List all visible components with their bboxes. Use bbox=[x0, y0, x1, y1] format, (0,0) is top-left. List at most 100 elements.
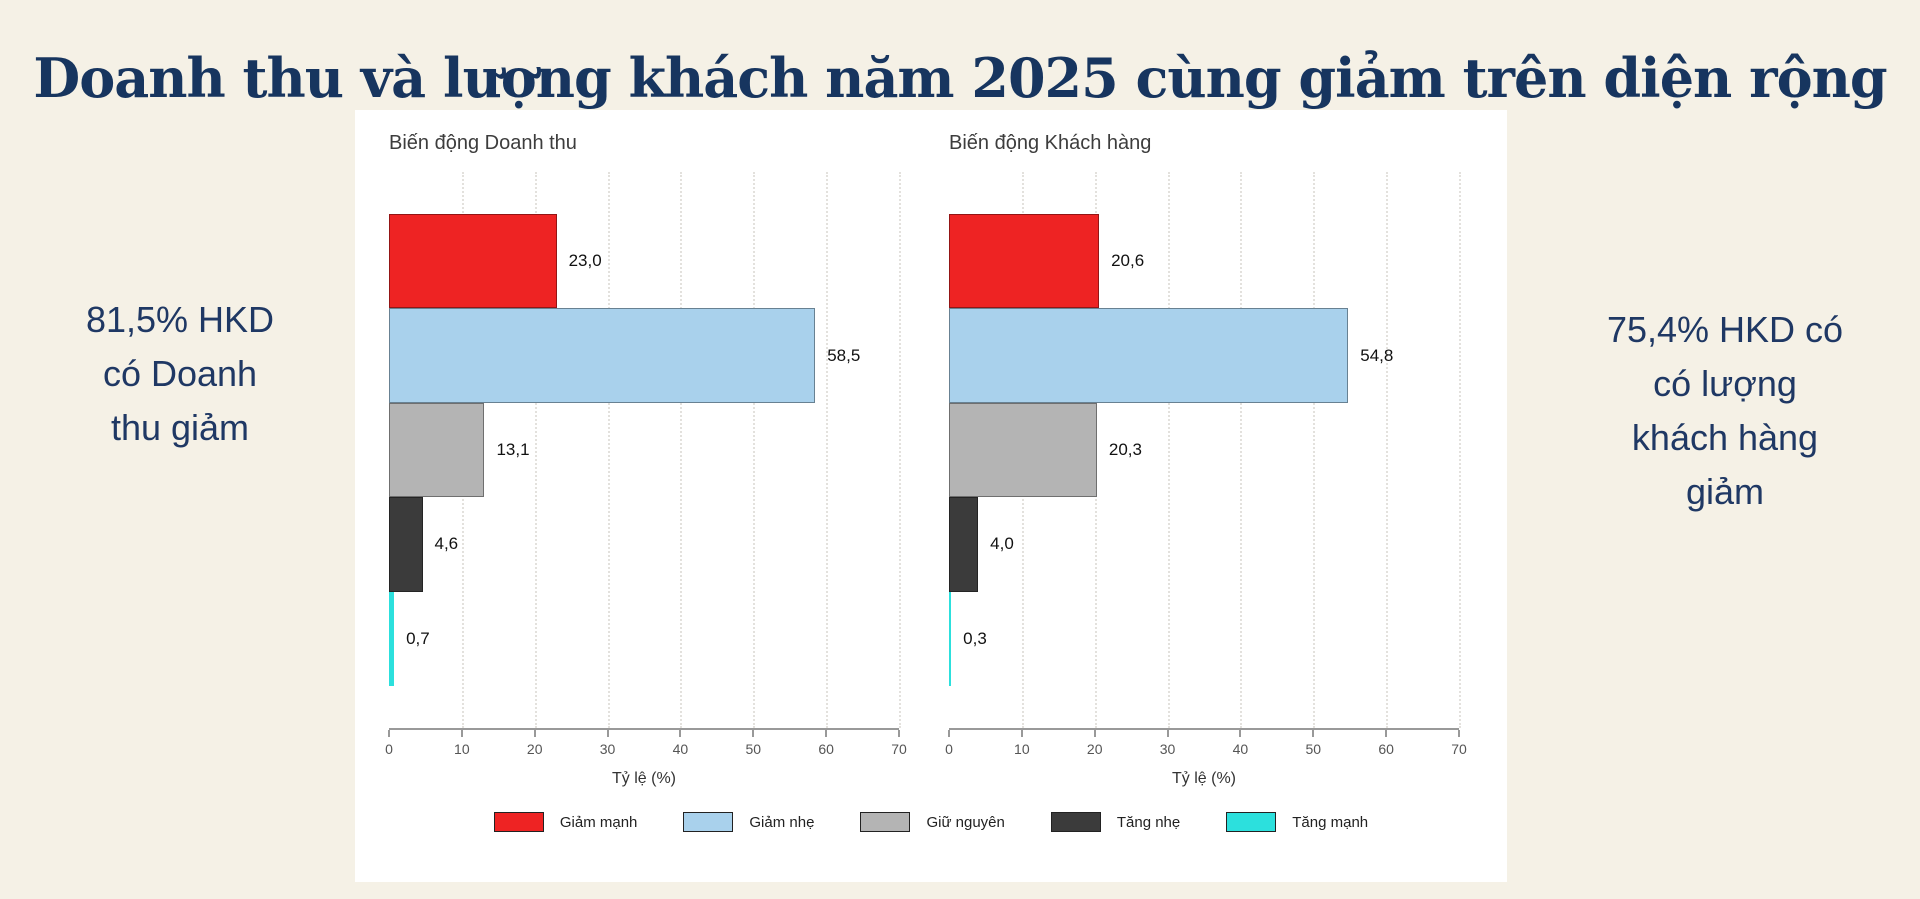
legend-swatch bbox=[860, 812, 911, 832]
bar-row-Tăng nhẹ: 4,6 bbox=[389, 497, 899, 592]
axis-tick bbox=[679, 730, 682, 737]
chart-revenue: Biến động Doanh thu 23,0 58,5 13,1 4,6 0,7 0… bbox=[385, 132, 907, 788]
legend-label: Tăng nhẹ bbox=[1116, 813, 1181, 831]
axis-tick bbox=[948, 730, 950, 737]
axis-tick bbox=[1020, 730, 1023, 737]
gridline bbox=[826, 172, 829, 728]
axis-tick bbox=[825, 730, 828, 737]
legend-label: Giảm nhẹ bbox=[749, 813, 815, 831]
bar-row-Giảm nhẹ: 54,8 bbox=[949, 308, 1459, 403]
axis-tick-label: 0 bbox=[945, 741, 953, 757]
bar-value-label: 23,0 bbox=[568, 251, 602, 271]
axis-tick-label: 60 bbox=[818, 741, 834, 757]
bar-row-Giảm mạnh: 23,0 bbox=[389, 214, 899, 309]
bar-Giảm mạnh bbox=[389, 214, 557, 309]
bar-value-label: 20,3 bbox=[1108, 440, 1142, 460]
axis-tick-label: 60 bbox=[1378, 741, 1394, 757]
x-axis-label-revenue: Tỷ lệ (%) bbox=[612, 770, 676, 787]
bar-value-label: 4,0 bbox=[990, 534, 1014, 554]
axis-tick-label: 70 bbox=[1451, 741, 1467, 757]
axis-tick-label: 30 bbox=[599, 741, 616, 757]
axis-tick bbox=[1312, 730, 1315, 737]
legend: Giảm mạnh Giảm nhẹ Giữ nguyên Tăng nhẹ Tăng … bbox=[355, 812, 1507, 832]
bar-Tăng nhẹ bbox=[949, 497, 979, 592]
gridline bbox=[1240, 172, 1243, 728]
axis-tick bbox=[533, 730, 536, 737]
axis-tick-label: 30 bbox=[1159, 741, 1176, 757]
chart-panel: Biến động Doanh thu 23,0 58,5 13,1 4,6 0,7 0… bbox=[355, 110, 1507, 882]
axis-tick-label: 0 bbox=[385, 741, 393, 757]
axis-tick bbox=[752, 730, 755, 737]
legend-swatch bbox=[1226, 812, 1277, 832]
bars-container: 20,6 54,8 20,3 4,0 0,3 bbox=[949, 172, 1459, 728]
bar-value-label: 13,1 bbox=[496, 440, 530, 460]
bar-value-label: 58,5 bbox=[827, 345, 861, 365]
x-axis-customers: 0 10 20 30 40 50 60 70 bbox=[945, 728, 1467, 770]
x-axis-label-customers: Tỷ lệ (%) bbox=[1172, 770, 1236, 787]
bar-Giữ nguyên bbox=[949, 402, 1097, 498]
bar-value-label: 4,6 bbox=[434, 534, 459, 554]
axis-tick-label: 20 bbox=[1086, 741, 1103, 757]
axis-tick bbox=[1458, 730, 1460, 737]
bar-value-label: 20,6 bbox=[1111, 251, 1145, 271]
bar-value-label: 54,8 bbox=[1360, 345, 1394, 365]
legend-item-Giảm nhẹ: Giảm nhẹ bbox=[683, 812, 814, 832]
bar-row-Giữ nguyên: 13,1 bbox=[389, 402, 899, 498]
axis-tick bbox=[606, 730, 609, 737]
axis-tick-label: 40 bbox=[1232, 741, 1249, 757]
plot-area-revenue: 23,0 58,5 13,1 4,6 0,7 bbox=[389, 172, 901, 728]
bars-container: 23,0 58,5 13,1 4,6 0,7 bbox=[389, 172, 899, 728]
legend-swatch bbox=[683, 812, 734, 832]
chart-customers: Biến động Khách hàng 20,6 54,8 20,3 4,0 0,3 … bbox=[945, 132, 1467, 788]
gridline bbox=[1386, 172, 1389, 728]
chart-title-revenue: Biến động Doanh thu bbox=[389, 132, 577, 154]
bar-Giữ nguyên bbox=[389, 402, 485, 498]
gridline bbox=[1459, 172, 1461, 728]
gridline bbox=[1167, 172, 1170, 728]
gridline bbox=[680, 172, 683, 728]
axis-tick-label: 10 bbox=[454, 741, 470, 757]
bar-Giảm nhẹ bbox=[949, 308, 1349, 403]
bar-Giảm mạnh bbox=[949, 214, 1100, 309]
axis-tick bbox=[1093, 730, 1096, 737]
axis-tick-label: 20 bbox=[526, 741, 543, 757]
axis-tick-label: 50 bbox=[745, 741, 762, 757]
axis-tick-label: 10 bbox=[1014, 741, 1030, 757]
page-title: Doanh thu và lượng khách năm 2025 cùng g… bbox=[33, 46, 1887, 111]
legend-swatch bbox=[1050, 812, 1101, 832]
legend-item-Tăng mạnh: Tăng mạnh bbox=[1226, 812, 1368, 832]
bar-Giảm nhẹ bbox=[389, 308, 816, 403]
charts-row: Biến động Doanh thu 23,0 58,5 13,1 4,6 0,7 0… bbox=[355, 110, 1507, 788]
gridline bbox=[899, 172, 901, 728]
bar-row-Tăng nhẹ: 4,0 bbox=[949, 497, 1459, 592]
axis-tick bbox=[1239, 730, 1242, 737]
axis-tick bbox=[460, 730, 463, 737]
legend-item-Giảm mạnh: Giảm mạnh bbox=[493, 812, 638, 832]
annotation-customer-decline: 75,4% HKD có có lượng khách hàng giảm bbox=[1606, 309, 1844, 512]
legend-label: Giảm mạnh bbox=[559, 813, 638, 831]
bar-row-Tăng mạnh: 0,7 bbox=[389, 591, 899, 687]
chart-title-customers: Biến động Khách hàng bbox=[949, 132, 1152, 154]
plot-area-customers: 20,6 54,8 20,3 4,0 0,3 bbox=[949, 172, 1461, 728]
annotation-revenue-decline: 81,5% HKD có Doanh thu giảm bbox=[85, 299, 275, 448]
axis-tick bbox=[1385, 730, 1388, 737]
bar-value-label: 0,3 bbox=[963, 628, 987, 648]
legend-swatch bbox=[493, 812, 544, 832]
axis-tick bbox=[388, 730, 390, 737]
gridline bbox=[607, 172, 610, 728]
x-axis-revenue: 0 10 20 30 40 50 60 70 bbox=[385, 728, 907, 770]
gridline bbox=[753, 172, 756, 728]
legend-item-Tăng nhẹ: Tăng nhẹ bbox=[1050, 812, 1181, 832]
legend-label: Tăng mạnh bbox=[1292, 813, 1369, 831]
gridline bbox=[534, 172, 537, 728]
axis-tick bbox=[1166, 730, 1169, 737]
axis-tick-label: 40 bbox=[672, 741, 689, 757]
axis-tick-label: 70 bbox=[891, 741, 907, 757]
gridline bbox=[1313, 172, 1316, 728]
axis-tick bbox=[898, 730, 900, 737]
bar-Tăng mạnh bbox=[949, 591, 952, 687]
bar-row-Giữ nguyên: 20,3 bbox=[949, 402, 1459, 498]
bar-row-Giảm mạnh: 20,6 bbox=[949, 214, 1459, 309]
bar-value-label: 0,7 bbox=[406, 628, 430, 648]
bar-Tăng nhẹ bbox=[389, 497, 423, 592]
